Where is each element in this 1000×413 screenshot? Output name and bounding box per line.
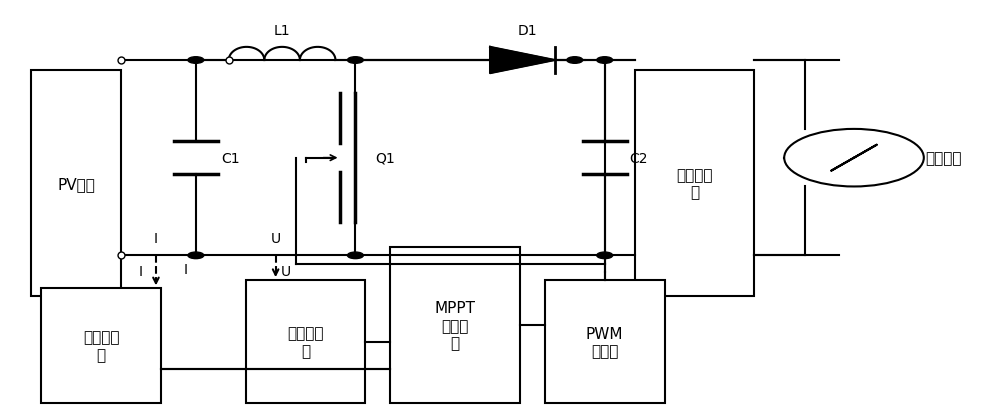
- Circle shape: [567, 57, 583, 64]
- Circle shape: [597, 252, 613, 259]
- Text: MPPT
控制模
块: MPPT 控制模 块: [435, 301, 476, 350]
- Text: 电压传感
器: 电压传感 器: [287, 326, 324, 358]
- FancyBboxPatch shape: [41, 289, 161, 404]
- Circle shape: [347, 252, 363, 259]
- Text: I: I: [184, 262, 188, 276]
- Circle shape: [188, 252, 204, 259]
- Text: D1: D1: [518, 24, 537, 38]
- FancyBboxPatch shape: [246, 280, 365, 404]
- Circle shape: [188, 57, 204, 64]
- Text: 交流电网: 交流电网: [926, 151, 962, 166]
- FancyBboxPatch shape: [635, 71, 754, 297]
- Text: I: I: [154, 232, 158, 245]
- Text: C1: C1: [221, 151, 239, 165]
- Circle shape: [597, 57, 613, 64]
- FancyBboxPatch shape: [31, 71, 121, 297]
- Text: C2: C2: [630, 151, 648, 165]
- Text: U: U: [281, 264, 291, 278]
- FancyBboxPatch shape: [545, 280, 665, 404]
- Text: Q1: Q1: [375, 151, 395, 165]
- Polygon shape: [490, 48, 555, 74]
- Text: 并网逆变
器: 并网逆变 器: [676, 168, 713, 200]
- Text: PWM
变换器: PWM 变换器: [586, 326, 623, 358]
- Circle shape: [784, 130, 924, 187]
- Text: I: I: [139, 264, 143, 278]
- Text: 电流传感
器: 电流传感 器: [83, 330, 119, 362]
- Text: L1: L1: [274, 24, 290, 38]
- FancyBboxPatch shape: [390, 247, 520, 404]
- Text: U: U: [271, 232, 281, 245]
- Circle shape: [347, 57, 363, 64]
- Text: PV阵列: PV阵列: [57, 176, 95, 191]
